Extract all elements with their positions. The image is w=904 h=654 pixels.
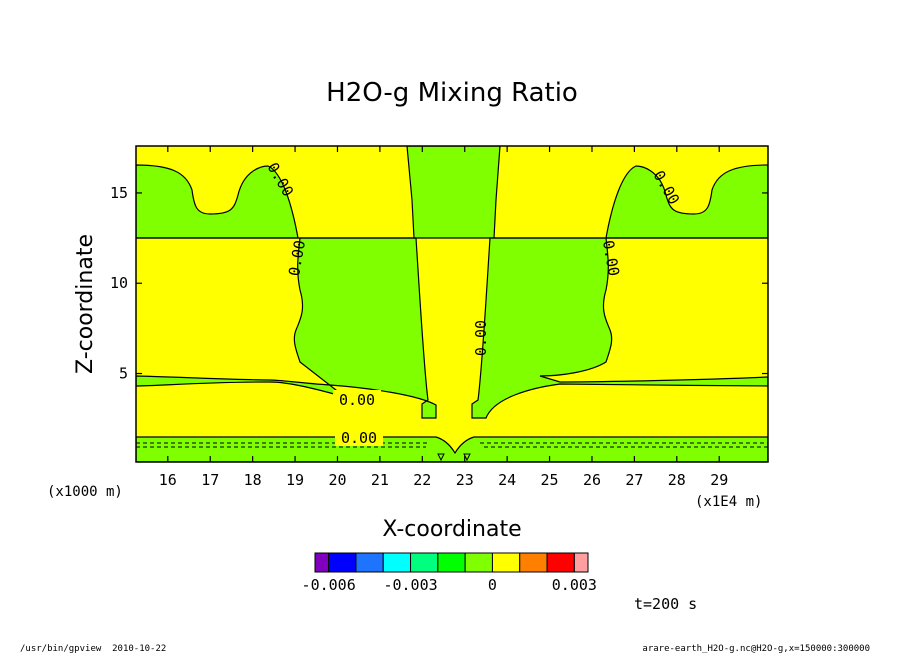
negative-region-upper-left — [136, 164, 299, 239]
negative-region-right-middle — [471, 237, 768, 419]
footer-right: arare-earth_H2O-g.nc@H2O-g,x=150000:3000… — [642, 644, 870, 654]
negative-region-upper-right — [605, 164, 768, 239]
colorbar: -0.006 -0.003 0 0.003 — [302, 552, 597, 594]
y-tick-label: 10 — [110, 274, 128, 292]
colorbar-swatch — [410, 552, 439, 573]
x-tick-label: 26 — [583, 471, 601, 489]
x-tick-label: 23 — [456, 471, 474, 489]
colorbar-swatch — [519, 552, 548, 573]
colorbar-swatch — [382, 552, 412, 573]
label-background-1 — [333, 390, 381, 408]
contour-label-3: 0.00 — [472, 320, 490, 356]
x-tick-label: 16 — [159, 471, 177, 489]
x-tick-label: 19 — [286, 471, 304, 489]
x-unit-right: (x1E4 m) — [695, 494, 762, 510]
colorbar-tick-label: -0.006 — [302, 576, 356, 594]
x-unit-left: (x1000 m) — [47, 484, 123, 500]
x-tick-label: 27 — [625, 471, 643, 489]
colorbar-swatch — [464, 552, 493, 573]
label-background-2 — [335, 428, 383, 446]
y-tick-label: 5 — [119, 365, 128, 383]
negative-region-left-middle — [136, 237, 437, 419]
x-axis-title: X-coordinate — [382, 517, 521, 542]
x-tick-label: 29 — [710, 471, 728, 489]
footer-left: /usr/bin/gpview 2010-10-22 — [20, 644, 166, 654]
colorbar-swatch — [546, 552, 575, 573]
x-tick-label: 25 — [541, 471, 559, 489]
y-tick-label: 15 — [110, 184, 128, 202]
y-axis: 5 10 15 — [110, 184, 768, 383]
time-label: t=200 s — [634, 595, 697, 613]
colorbar-swatch — [573, 552, 589, 573]
x-tick-label: 18 — [244, 471, 262, 489]
colorbar-swatch — [437, 552, 466, 573]
chart-title: H2O-g Mixing Ratio — [326, 78, 578, 108]
x-tick-label: 28 — [668, 471, 686, 489]
negative-region-center-top — [406, 146, 501, 239]
contour-label-1: 0.00 — [339, 391, 375, 409]
contour-label-5: 0.00 — [599, 239, 623, 278]
y-axis-title: Z-coordinate — [73, 234, 98, 374]
x-tick-label: 17 — [201, 471, 219, 489]
plot-frame — [135, 145, 769, 463]
small-negative-cell-1 — [437, 453, 445, 462]
x-tick-label: 21 — [371, 471, 389, 489]
x-tick-label: 22 — [413, 471, 431, 489]
x-tick-label: 24 — [498, 471, 516, 489]
colorbar-tick-label: 0 — [488, 576, 497, 594]
x-axis: 16 17 18 19 20 21 22 23 24 25 26 27 28 29 — [159, 146, 728, 489]
colorbar-tick-label: -0.003 — [383, 576, 437, 594]
colorbar-swatch — [355, 552, 384, 573]
small-negative-cell-2 — [463, 453, 471, 462]
contour-label-4: 0.00 — [285, 239, 309, 278]
colorbar-swatch — [328, 552, 357, 573]
x-tick-label: 20 — [328, 471, 346, 489]
colorbar-tick-label: 0.003 — [552, 576, 597, 594]
colorbar-swatch — [491, 552, 521, 573]
contour-field — [136, 146, 768, 462]
colorbar-swatch — [314, 552, 330, 573]
contour-label-2: 0.00 — [341, 429, 377, 447]
